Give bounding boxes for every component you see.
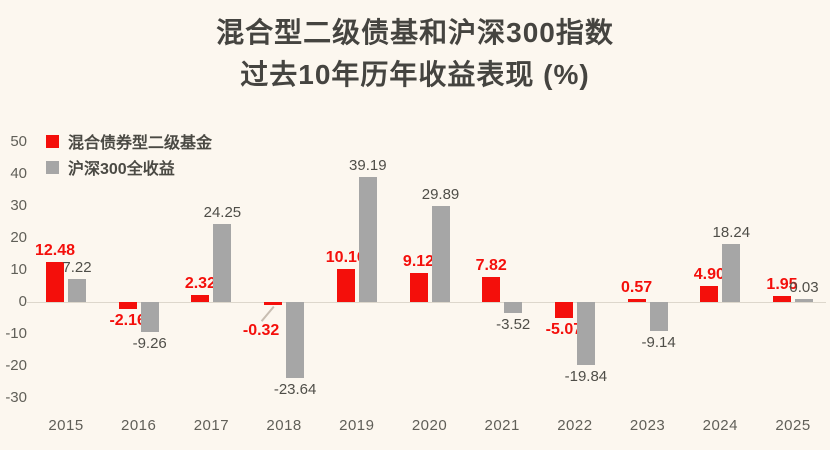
legend: 混合债券型二级基金 沪深300全收益 — [46, 128, 212, 180]
bar-index-2018 — [286, 302, 305, 378]
x-label-2020: 2020 — [411, 417, 448, 434]
bar-label-index-2017: 24.25 — [203, 204, 242, 222]
bar-index-2024 — [722, 243, 741, 302]
bar-label-fund-2020: 9.12 — [402, 252, 435, 270]
x-label-2022: 2022 — [557, 417, 593, 434]
bar-label-fund-2021: 7.82 — [475, 256, 507, 274]
x-label-2019: 2019 — [339, 417, 375, 434]
bar-label-index-2019: 39.19 — [349, 156, 387, 174]
bar-label-index-2015: 7.22 — [62, 258, 92, 276]
legend-label-index: 沪深300全收益 — [68, 161, 175, 178]
bar-index-2022 — [576, 302, 595, 366]
bar-index-2020 — [431, 206, 450, 302]
x-label-2018: 2018 — [266, 417, 302, 434]
bar-fund-2025 — [773, 295, 791, 302]
bar-label-index-2022: -19.84 — [564, 368, 608, 386]
bar-label-fund-2015: 12.48 — [34, 242, 76, 260]
chart-title-line1: 混合型二级债基和沪深300指数 — [216, 17, 614, 48]
bar-label-index-2025: 0.03 — [789, 279, 819, 296]
y-tick--10: -10 — [5, 325, 27, 342]
bar-fund-2022 — [554, 302, 573, 319]
bar-index-2017 — [213, 224, 232, 302]
bar-label-fund-2019: 10.16 — [325, 249, 366, 267]
bar-label-index-2016: -9.26 — [132, 334, 167, 352]
bar-fund-2024 — [700, 286, 719, 302]
x-label-2023: 2023 — [629, 417, 666, 434]
bar-fund-2020 — [409, 272, 428, 302]
bar-index-2016 — [140, 302, 159, 332]
bar-label-index-2023: -9.14 — [641, 334, 676, 352]
chart-title: 混合型二级债基和沪深300指数 过去10年历年收益表现 (%) — [0, 12, 830, 96]
x-label-2017: 2017 — [193, 417, 230, 434]
bar-label-index-2020: 29.89 — [421, 186, 460, 204]
label-leader-line — [260, 305, 275, 322]
bar-fund-2018 — [264, 302, 283, 305]
y-tick-40: 40 — [10, 165, 27, 182]
bar-label-index-2018: -23.64 — [273, 380, 317, 398]
x-label-2021: 2021 — [484, 417, 520, 434]
bar-label-fund-2017: 2.32 — [184, 274, 216, 292]
chart-title-line2: 过去10年历年收益表现 (%) — [240, 59, 590, 90]
bar-label-fund-2024: 4.90 — [693, 266, 725, 284]
bar-label-fund-2023: 0.57 — [621, 279, 653, 296]
y-tick--30: -30 — [5, 389, 27, 406]
bar-index-2015 — [68, 278, 86, 302]
zero-axis-line — [26, 302, 826, 303]
bar-label-fund-2022: -5.07 — [545, 321, 583, 339]
bar-fund-2021 — [482, 276, 501, 302]
bar-index-2019 — [358, 176, 377, 302]
y-tick-50: 50 — [10, 133, 27, 150]
legend-item-fund: 混合债券型二级基金 — [46, 128, 212, 154]
bar-label-fund-2025: 1.95 — [766, 275, 798, 293]
y-tick-30: 30 — [10, 197, 27, 214]
y-tick-20: 20 — [10, 229, 27, 246]
bar-fund-2015 — [46, 262, 64, 302]
bar-label-fund-2018: -0.32 — [242, 322, 280, 339]
x-label-2025: 2025 — [775, 417, 811, 434]
legend-label-fund: 混合债券型二级基金 — [68, 135, 213, 152]
y-tick-10: 10 — [10, 261, 27, 278]
bar-fund-2017 — [191, 294, 210, 302]
bar-fund-2023 — [627, 299, 646, 302]
bar-index-2021 — [504, 302, 523, 314]
bar-index-2023 — [649, 302, 668, 332]
x-label-2015: 2015 — [48, 417, 84, 434]
x-label-2016: 2016 — [121, 417, 157, 434]
x-label-2024: 2024 — [702, 417, 738, 434]
bar-label-fund-2016: -2.16 — [109, 311, 146, 329]
bar-fund-2019 — [336, 269, 355, 302]
bar-label-index-2024: 18.24 — [712, 223, 751, 241]
bar-fund-2016 — [118, 302, 137, 309]
bar-label-index-2021: -3.52 — [496, 316, 531, 334]
legend-item-index: 沪深300全收益 — [46, 154, 212, 180]
y-tick-0: 0 — [18, 293, 27, 310]
gray-square-swatch-icon — [46, 160, 59, 174]
bar-index-2025 — [795, 299, 813, 302]
y-tick--20: -20 — [5, 357, 27, 374]
red-square-swatch-icon — [46, 134, 59, 148]
